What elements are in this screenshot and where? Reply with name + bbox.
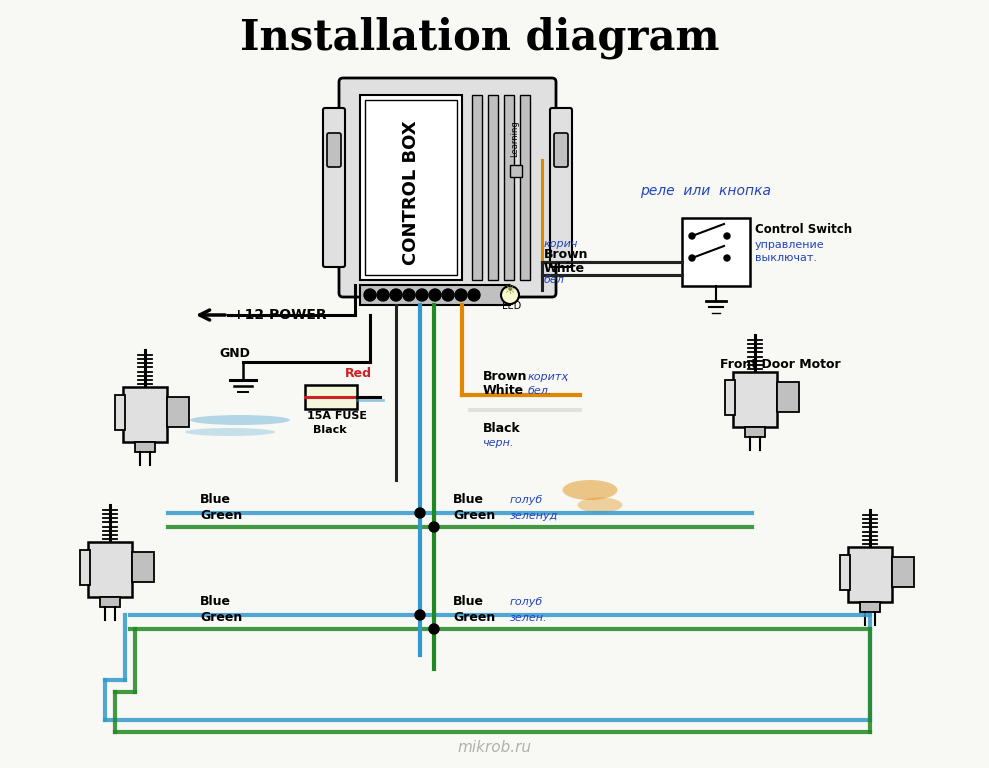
Bar	[725, 380, 735, 415]
Text: управление: управление	[755, 240, 825, 250]
Text: CONTROL BOX: CONTROL BOX	[402, 120, 420, 265]
Bar	[167, 397, 189, 427]
Text: Blue: Blue	[200, 595, 231, 608]
Bar	[733, 372, 777, 427]
Circle shape	[429, 522, 439, 532]
Bar	[123, 387, 167, 442]
Text: White: White	[544, 262, 585, 275]
Circle shape	[429, 289, 441, 301]
Text: реле  или  кнопка: реле или кнопка	[640, 184, 771, 198]
Circle shape	[455, 289, 467, 301]
Text: Blue: Blue	[453, 493, 484, 506]
Text: White: White	[483, 384, 524, 397]
Text: Green: Green	[200, 509, 242, 522]
Text: голуб: голуб	[510, 495, 543, 505]
Text: Brown: Brown	[544, 248, 588, 261]
Circle shape	[416, 289, 428, 301]
Circle shape	[724, 233, 730, 239]
Text: Control Switch: Control Switch	[755, 223, 853, 236]
Text: ☀: ☀	[503, 283, 516, 297]
Ellipse shape	[563, 480, 617, 500]
Bar	[503, 95, 513, 280]
Text: Front Door Motor: Front Door Motor	[720, 358, 841, 371]
Circle shape	[364, 289, 376, 301]
Text: +12 POWER: +12 POWER	[233, 308, 326, 322]
Text: Black: Black	[313, 425, 346, 435]
Bar	[132, 552, 154, 582]
Bar	[365, 100, 457, 275]
Text: Green: Green	[453, 509, 495, 522]
Text: 15A FUSE: 15A FUSE	[307, 411, 367, 421]
Text: Black: Black	[483, 422, 521, 435]
Text: Installation diagram: Installation diagram	[240, 17, 720, 59]
Circle shape	[501, 286, 519, 304]
Text: Green: Green	[453, 611, 495, 624]
Text: Brown: Brown	[483, 370, 527, 383]
Bar	[88, 542, 132, 597]
FancyBboxPatch shape	[554, 133, 568, 167]
Bar	[840, 555, 850, 590]
Bar	[892, 557, 914, 587]
Circle shape	[403, 289, 415, 301]
Bar	[80, 550, 90, 585]
FancyBboxPatch shape	[327, 133, 341, 167]
Bar	[135, 442, 155, 452]
Circle shape	[377, 289, 389, 301]
Text: Learning: Learning	[510, 120, 519, 157]
Text: выключат.: выключат.	[755, 253, 817, 263]
Circle shape	[415, 610, 425, 620]
Text: зелен.: зелен.	[510, 613, 548, 623]
Bar	[472, 95, 482, 280]
Bar	[360, 95, 462, 280]
Circle shape	[429, 624, 439, 634]
Text: бел: бел	[544, 275, 565, 285]
Text: коритҳ: коритҳ	[528, 372, 569, 382]
Circle shape	[468, 289, 480, 301]
Text: mikrob.ru: mikrob.ru	[457, 740, 531, 756]
Bar	[745, 427, 765, 437]
Circle shape	[724, 255, 730, 261]
Text: корич: корич	[544, 239, 579, 249]
Bar	[305, 385, 357, 409]
FancyBboxPatch shape	[339, 78, 556, 297]
Circle shape	[689, 233, 695, 239]
Bar	[520, 95, 530, 280]
FancyBboxPatch shape	[323, 108, 345, 267]
Text: LED: LED	[502, 301, 521, 311]
Bar	[488, 95, 497, 280]
Text: голуб: голуб	[510, 597, 543, 607]
Text: черн.: черн.	[483, 438, 514, 448]
Text: зеленуд: зеленуд	[510, 511, 559, 521]
Circle shape	[390, 289, 402, 301]
Bar	[360, 285, 510, 305]
Bar	[860, 602, 880, 612]
FancyBboxPatch shape	[550, 108, 572, 267]
Text: GND: GND	[220, 347, 250, 360]
Bar	[100, 597, 120, 607]
Circle shape	[415, 508, 425, 518]
Text: бел.: бел.	[528, 386, 553, 396]
Bar	[777, 382, 799, 412]
Bar	[510, 165, 522, 177]
Ellipse shape	[578, 498, 622, 512]
Ellipse shape	[190, 415, 290, 425]
Text: Green: Green	[200, 611, 242, 624]
Circle shape	[689, 255, 695, 261]
Bar	[848, 547, 892, 602]
Text: Blue: Blue	[453, 595, 484, 608]
Ellipse shape	[185, 428, 275, 436]
Bar	[682, 218, 750, 286]
Bar	[115, 395, 125, 430]
Text: Blue: Blue	[200, 493, 231, 506]
Circle shape	[442, 289, 454, 301]
Text: Red: Red	[345, 367, 372, 380]
